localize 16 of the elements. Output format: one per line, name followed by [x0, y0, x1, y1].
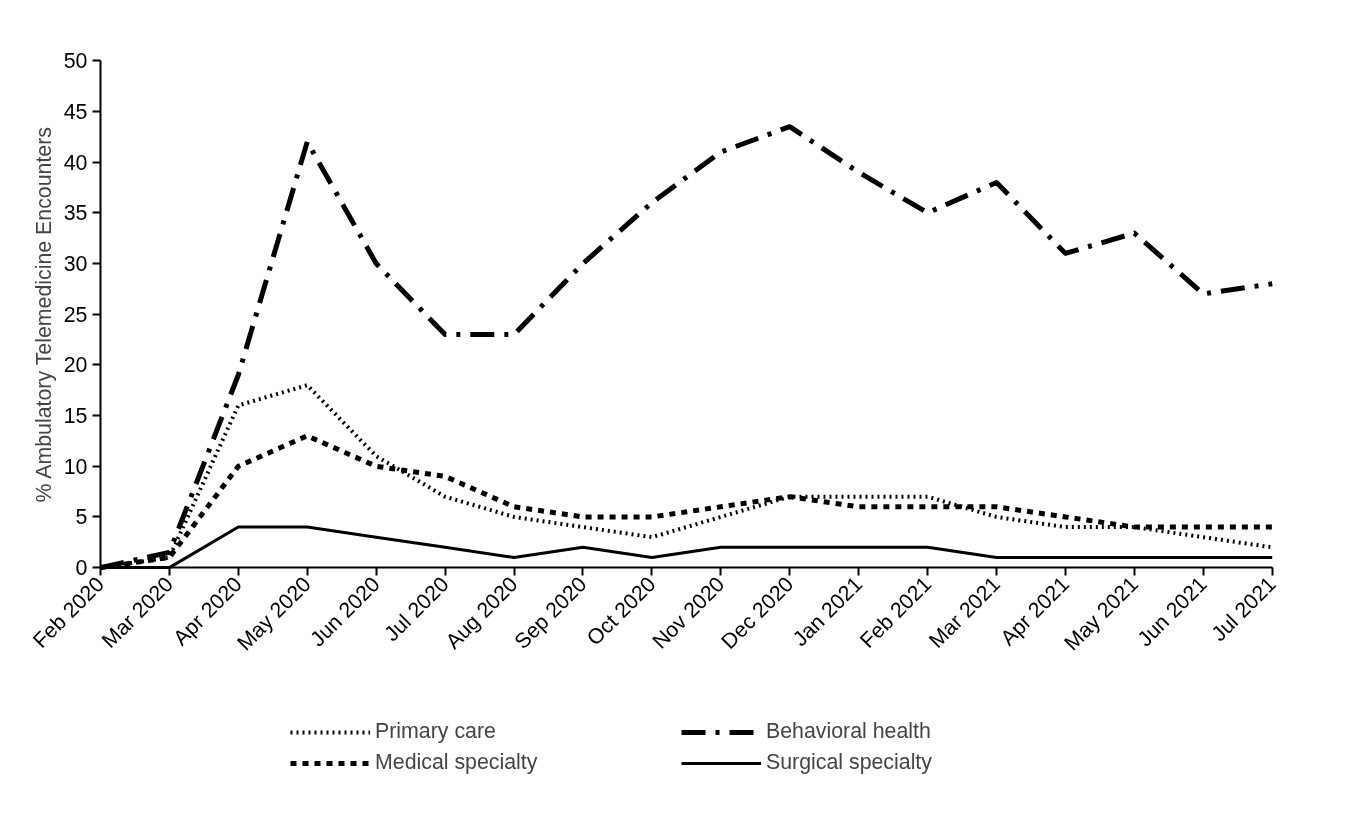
y-tick-label: 15: [63, 404, 88, 429]
y-tick-label: 35: [63, 201, 88, 226]
y-axis-title: % Ambulatory Telemedicine Encounters: [31, 127, 56, 503]
y-tick-label: 50: [63, 49, 88, 74]
y-tick-label: 10: [63, 454, 88, 479]
legend-label: Medical specialty: [375, 750, 539, 775]
y-tick-label: 25: [63, 302, 88, 327]
y-tick-label: 5: [75, 505, 88, 530]
y-tick-label: 0: [75, 556, 88, 581]
y-tick-label: 20: [63, 353, 88, 378]
legend-label: Surgical specialty: [766, 750, 933, 775]
legend-label: Primary care: [375, 719, 497, 744]
y-tick-label: 30: [63, 252, 88, 277]
y-tick-label: 45: [63, 99, 88, 124]
y-tick-label: 40: [63, 150, 88, 175]
legend-label: Behavioral health: [766, 719, 932, 744]
